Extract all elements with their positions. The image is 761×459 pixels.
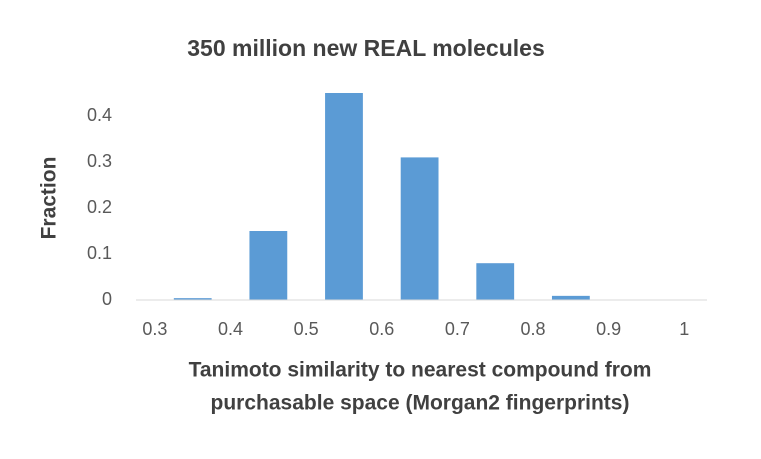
x-tick-label: 0.6 — [369, 319, 394, 339]
y-tick-label: 0.1 — [87, 243, 112, 263]
x-tick-label: 0.9 — [596, 319, 621, 339]
y-tick-label: 0.4 — [87, 105, 112, 125]
x-axis-label: purchasable space (Morgan2 fingerprints) — [211, 392, 630, 415]
bar — [551, 295, 590, 300]
x-tick-label: 0.7 — [445, 319, 470, 339]
x-tick-label: 0.3 — [142, 319, 167, 339]
x-tick-label: 0.8 — [521, 319, 546, 339]
x-tick-label: 0.4 — [218, 319, 243, 339]
bar — [476, 263, 515, 300]
x-axis-label: Tanimoto similarity to nearest compound … — [189, 359, 652, 382]
bar — [173, 298, 212, 300]
y-tick-label: 0.2 — [87, 197, 112, 217]
y-tick-label: 0.3 — [87, 151, 112, 171]
bar — [400, 157, 439, 300]
bar — [325, 93, 363, 300]
y-axis-label: Fraction — [38, 157, 61, 240]
bar — [249, 231, 288, 300]
x-tick-label: 1 — [679, 319, 689, 339]
x-tick-label: 0.5 — [294, 319, 319, 339]
chart-title: 350 million new REAL molecules — [187, 35, 544, 61]
y-tick-label: 0 — [102, 289, 112, 309]
